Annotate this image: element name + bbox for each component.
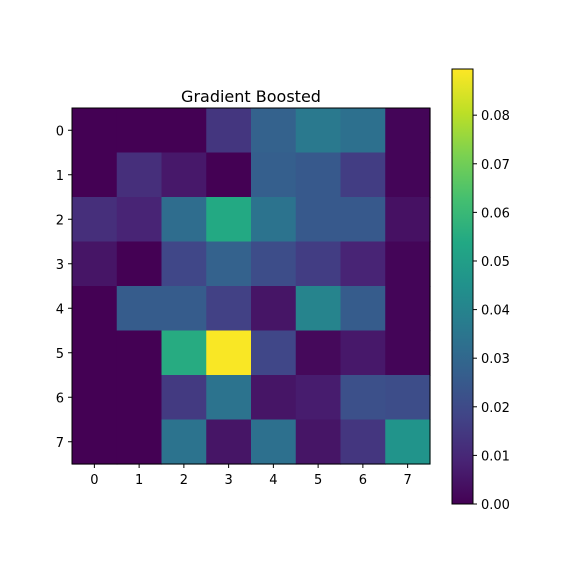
- x-axis: 0 1 2 3 4 5 6 7: [90, 464, 412, 488]
- colorbar-tick-label: 0.08: [481, 109, 510, 124]
- colorbar-tick-label: 0.01: [481, 449, 510, 464]
- heatmap-cell: [251, 241, 297, 287]
- y-tick-label: 2: [56, 213, 64, 228]
- y-tick-label: 4: [56, 302, 64, 317]
- plot-frame: [71, 107, 431, 465]
- x-tick-label: 1: [135, 473, 143, 488]
- heatmap-cell: [72, 375, 118, 421]
- heatmap-cell: [116, 419, 163, 465]
- heatmap-cell: [72, 286, 118, 332]
- y-tick-label: 1: [56, 169, 64, 184]
- colorbar-tick-label: 0.02: [481, 401, 510, 416]
- heatmap-cell: [72, 108, 118, 154]
- heatmap-cell: [161, 152, 207, 198]
- y-axis: 0 1 2 3 4 5 6 7: [56, 124, 72, 451]
- chart-title: Gradient Boosted: [181, 87, 321, 106]
- heatmap-cell: [295, 375, 342, 421]
- heatmap-cell: [295, 419, 342, 465]
- heatmap-cell: [206, 286, 252, 332]
- x-tick-label: 0: [90, 473, 98, 488]
- heatmap-cell: [385, 197, 431, 243]
- heatmap-cell: [206, 108, 252, 154]
- heatmap-cell: [206, 419, 252, 465]
- heatmap-cell: [340, 286, 386, 332]
- x-tick-label: 5: [314, 473, 322, 488]
- colorbar-tick-label: 0.07: [481, 158, 510, 173]
- heatmap-cell: [116, 286, 163, 332]
- heatmap-cell: [161, 375, 207, 421]
- heatmap-cell: [251, 152, 297, 198]
- x-tick-label: 2: [180, 473, 188, 488]
- heatmap-cell: [72, 419, 118, 465]
- heatmap-cell: [340, 375, 386, 421]
- heatmap-cell: [251, 197, 297, 243]
- heatmap-cell: [385, 330, 431, 376]
- heatmap-cell: [116, 197, 163, 243]
- heatmap-cell: [385, 419, 431, 465]
- heatmap-cell: [251, 108, 297, 154]
- heatmap-cell: [251, 330, 297, 376]
- heatmap-cell: [161, 241, 207, 287]
- heatmap-cell: [206, 241, 252, 287]
- heatmap-cell: [161, 286, 207, 332]
- heatmap-cell: [385, 108, 431, 154]
- heatmap-cell: [295, 197, 342, 243]
- heatmap-cell: [340, 108, 386, 154]
- heatmap-cell: [72, 241, 118, 287]
- heatmap-cell: [116, 241, 163, 287]
- heatmap-cell: [206, 152, 252, 198]
- colorbar-tick-label: 0.00: [481, 498, 510, 513]
- x-tick-label: 4: [269, 473, 277, 488]
- heatmap-cell: [340, 419, 386, 465]
- y-tick-label: 0: [56, 124, 64, 139]
- heatmap-cell: [116, 375, 163, 421]
- heatmap-cells: [72, 108, 431, 465]
- heatmap-cell: [385, 286, 431, 332]
- heatmap-cell: [251, 375, 297, 421]
- heatmap-cell: [385, 241, 431, 287]
- heatmap-cell: [340, 197, 386, 243]
- colorbar-axis: 0.00 0.01 0.02 0.03 0.04 0.05 0.06 0.07 0.08: [473, 109, 510, 513]
- x-tick-label: 3: [224, 473, 232, 488]
- heatmap-cell: [116, 108, 163, 154]
- heatmap-cell: [295, 286, 342, 332]
- y-tick-label: 3: [56, 258, 64, 273]
- y-tick-label: 7: [56, 436, 64, 451]
- heatmap-cell: [116, 152, 163, 198]
- y-tick-label: 6: [56, 391, 64, 406]
- heatmap-cell: [295, 241, 342, 287]
- heatmap-cell: [206, 197, 252, 243]
- heatmap-cell: [161, 330, 207, 376]
- colorbar-tick-label: 0.04: [481, 304, 510, 319]
- heatmap-cell: [206, 375, 252, 421]
- colorbar: [451, 68, 474, 505]
- heatmap-cell: [251, 286, 297, 332]
- heatmap-cell: [340, 152, 386, 198]
- heatmap-cell: [340, 241, 386, 287]
- heatmap-cell: [385, 375, 431, 421]
- colorbar-tick-label: 0.05: [481, 255, 510, 270]
- heatmap-cell: [161, 419, 207, 465]
- heatmap-cell: [251, 419, 297, 465]
- heatmap-cell: [295, 108, 342, 154]
- heatmap-cell: [340, 330, 386, 376]
- x-tick-label: 6: [359, 473, 367, 488]
- heatmap-cell: [161, 197, 207, 243]
- heatmap-cell: [72, 152, 118, 198]
- heatmap-cell: [116, 330, 163, 376]
- heatmap-cell: [295, 330, 342, 376]
- heatmap-cell: [72, 330, 118, 376]
- heatmap-cell: [385, 152, 431, 198]
- x-tick-label: 7: [403, 473, 411, 488]
- y-tick-label: 5: [56, 347, 64, 362]
- heatmap-cell: [72, 197, 118, 243]
- heatmap-cell: [206, 330, 252, 376]
- heatmap-cell: [295, 152, 342, 198]
- colorbar-tick-label: 0.03: [481, 352, 510, 367]
- heatmap-cell: [161, 108, 207, 154]
- colorbar-tick-label: 0.06: [481, 206, 510, 221]
